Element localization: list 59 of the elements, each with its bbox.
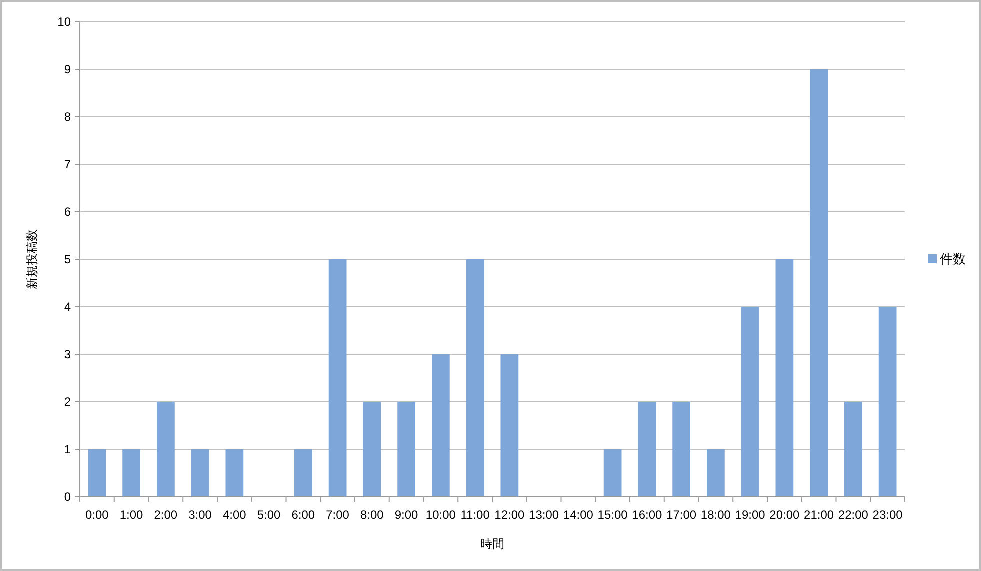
x-tick-label: 22:00 [838, 508, 869, 522]
y-tick-label: 7 [64, 158, 72, 172]
bar [844, 402, 862, 497]
x-tick-label: 18:00 [700, 508, 732, 522]
y-tick-label: 4 [64, 300, 72, 314]
y-tick-label: 1 [64, 442, 72, 456]
bar [638, 402, 656, 497]
x-tick-label: 16:00 [632, 508, 663, 522]
bar [294, 450, 312, 497]
bar [776, 260, 794, 497]
x-tick-label: 3:00 [188, 508, 212, 522]
y-tick-label: 9 [64, 62, 72, 76]
bar [191, 450, 210, 497]
y-tick-label: 5 [64, 252, 72, 266]
x-tick-label: 4:00 [223, 508, 247, 522]
bar [122, 450, 140, 497]
legend-label: 件数 [940, 252, 966, 266]
x-tick-label: 2:00 [154, 508, 178, 522]
x-tick-label: 1:00 [120, 508, 144, 522]
bar [398, 402, 416, 497]
x-tick-label: 21:00 [804, 508, 834, 522]
x-tick-label: 17:00 [666, 508, 697, 522]
x-tick-label: 5:00 [257, 508, 282, 522]
y-tick-label: 10 [58, 15, 72, 29]
x-tick-label: 10:00 [426, 508, 456, 522]
x-tick-label: 20:00 [770, 508, 800, 522]
bar [328, 260, 347, 497]
x-axis-title: 時間 [480, 537, 504, 551]
bar [88, 450, 106, 497]
x-tick-label: 12:00 [494, 508, 526, 522]
x-tick-label: 15:00 [598, 508, 628, 522]
x-tick-label: 23:00 [872, 508, 904, 522]
x-tick-label: 11:00 [460, 508, 490, 522]
bar [157, 402, 175, 497]
x-tick-label: 13:00 [529, 508, 560, 522]
y-axis-title: 新規投稿数 [25, 230, 39, 290]
x-tick-label: 8:00 [360, 508, 384, 522]
bar [466, 260, 484, 497]
y-tick-label: 8 [64, 110, 72, 124]
y-tick-label: 0 [64, 490, 72, 504]
bar [672, 402, 690, 497]
x-tick-label: 6:00 [292, 508, 316, 522]
y-tick-label: 3 [64, 348, 72, 362]
y-tick-label: 6 [64, 205, 72, 219]
bar [604, 450, 622, 497]
bar [500, 354, 519, 497]
bar [878, 307, 897, 497]
bar [432, 354, 450, 497]
x-tick-label: 0:00 [86, 508, 110, 522]
bar [741, 307, 760, 497]
x-tick-label: 7:00 [326, 508, 350, 522]
x-tick-label: 14:00 [563, 508, 594, 522]
x-tick-label: 9:00 [394, 508, 419, 522]
bar [707, 450, 725, 497]
bar [363, 402, 382, 497]
y-tick-label: 2 [64, 395, 72, 409]
x-tick-label: 19:00 [735, 508, 766, 522]
bar [810, 70, 828, 497]
bar [226, 450, 244, 497]
